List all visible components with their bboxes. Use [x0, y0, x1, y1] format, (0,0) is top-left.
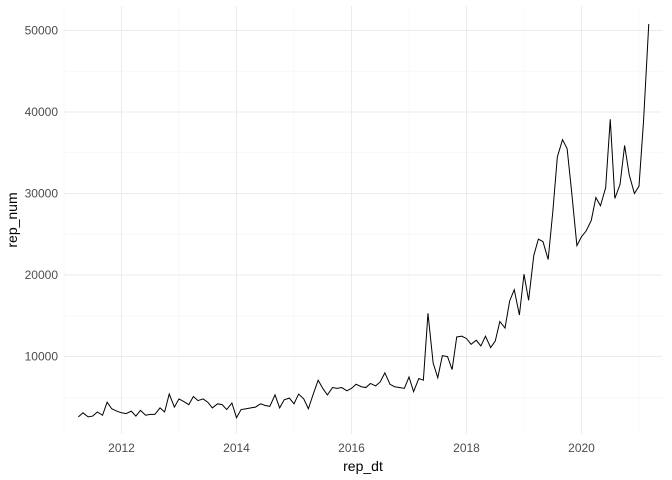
x-tick-label: 2016: [338, 441, 365, 455]
y-tick-label: 30000: [25, 187, 59, 201]
x-tick-label: 2014: [223, 441, 250, 455]
series-layer: [78, 23, 650, 419]
x-tick-label: 2012: [108, 441, 135, 455]
y-tick-label: 50000: [25, 23, 59, 37]
series-line: [78, 23, 650, 419]
y-tick-label: 20000: [25, 268, 59, 282]
x-tick-label: 2020: [568, 441, 595, 455]
y-axis-ticks: 10000 20000 30000 40000 50000: [25, 23, 59, 363]
grid-lines: [63, 6, 662, 434]
x-axis-ticks: 2012 2014 2016 2018 2020: [108, 441, 595, 455]
y-tick-label: 10000: [25, 350, 59, 364]
plot-panel: [64, 6, 662, 434]
y-axis-title: rep_num: [4, 192, 20, 247]
x-axis-title: rep_dt: [343, 458, 383, 474]
y-tick-label: 40000: [25, 105, 59, 119]
x-tick-label: 2018: [453, 441, 480, 455]
